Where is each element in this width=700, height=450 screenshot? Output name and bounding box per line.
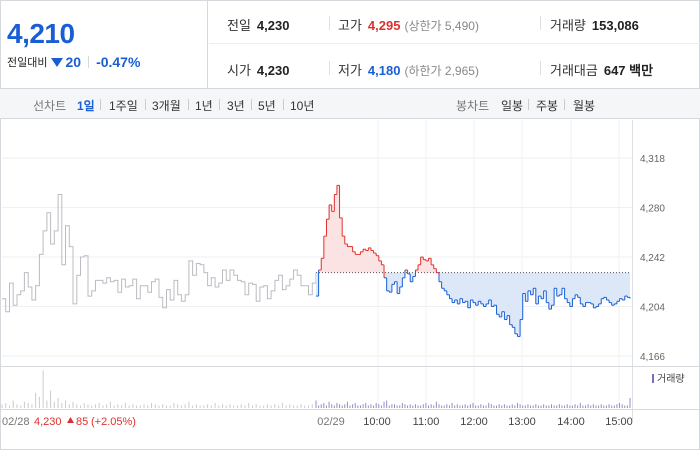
x-tick-label: 13:00 <box>508 416 536 428</box>
divider <box>188 99 189 110</box>
volume-bars: 거래량 <box>1 370 685 408</box>
divider <box>329 16 330 30</box>
divider <box>540 16 541 30</box>
volume-legend-swatch <box>652 374 654 383</box>
stat-label: 거래대금 <box>550 63 598 78</box>
period-tab-3y[interactable]: 3년 <box>227 99 245 113</box>
divider <box>540 61 541 75</box>
stat-value: 647 백만 <box>603 63 654 78</box>
today-fill <box>316 185 630 337</box>
up-arrow-icon <box>67 417 74 423</box>
y-tick-label: 4,166 <box>640 352 665 363</box>
divider <box>283 99 284 110</box>
divider <box>564 99 565 110</box>
stat-value: 4,230 <box>256 63 290 78</box>
stat-label: 저가 <box>338 63 362 78</box>
divider <box>329 61 330 75</box>
y-axis-ticks: 4,318 4,280 4,242 4,204 4,166 <box>640 154 665 363</box>
change-percent: -0.47% <box>96 54 141 70</box>
previous-day-line <box>2 194 317 313</box>
volume-legend-label: 거래량 <box>657 373 685 385</box>
today-series <box>316 184 631 337</box>
divider <box>528 99 529 110</box>
period-tab-3m[interactable]: 3개월 <box>152 99 181 113</box>
stat-amount: 거래대금 647 백만 <box>550 60 653 79</box>
stat-prev-close: 전일 4,230 <box>227 15 289 34</box>
change-line: 전일대비 20 -0.47% <box>7 54 140 70</box>
period-tab-10y[interactable]: 10년 <box>290 99 315 113</box>
stat-value: 4,180 <box>367 63 401 78</box>
divider <box>100 99 101 110</box>
period-tab-5y[interactable]: 5년 <box>258 99 276 113</box>
period-tab-1w[interactable]: 1주일 <box>109 99 138 113</box>
prev-day-change-pct: (+2.05%) <box>91 416 136 428</box>
divider <box>88 56 90 68</box>
grid-lines <box>0 120 700 420</box>
x-tick-label: 12:00 <box>460 416 488 428</box>
divider <box>251 99 252 110</box>
stat-volume: 거래량 153,086 <box>550 15 639 34</box>
change-value: 20 <box>65 54 82 70</box>
candle-tab-monthly[interactable]: 월봉 <box>573 99 596 113</box>
stat-low: 저가 4,180 (하한가 2,965) <box>338 60 479 79</box>
y-tick-label: 4,242 <box>640 253 665 264</box>
stats-row-1: 전일 4,230 고가 4,295 (상한가 5,490) 거래량 153,086 <box>209 0 700 44</box>
x-tick-label: 15:00 <box>605 416 633 428</box>
y-tick-label: 4,204 <box>640 303 665 314</box>
stat-label: 시가 <box>227 63 251 78</box>
x-tick-label: 14:00 <box>557 416 585 428</box>
chart-toolbar: 선차트 1일 1주일 3개월 1년 3년 5년 10년 봉차트 일봉 주봉 월봉 <box>0 89 700 119</box>
x-tick-label: 11:00 <box>413 416 440 428</box>
price-chart-svg: 4,318 4,280 4,242 4,204 4,166 거래량 02/29 10:00… <box>0 120 700 428</box>
down-arrow-icon <box>51 57 64 67</box>
y-tick-label: 4,280 <box>640 204 665 215</box>
intraday-chart[interactable]: 4,318 4,280 4,242 4,204 4,166 거래량 02/29 10:00… <box>0 120 700 450</box>
x-tick-label: 02/29 <box>317 416 345 428</box>
candle-tab-daily[interactable]: 일봉 <box>501 99 524 113</box>
stat-label: 전일 <box>227 18 251 33</box>
prev-day-close: 4,230 <box>34 416 62 428</box>
previous-day-series <box>2 194 317 313</box>
stats-table: 전일 4,230 고가 4,295 (상한가 5,490) 거래량 153,086 시가… <box>209 0 700 89</box>
stat-value: 4,230 <box>256 18 290 33</box>
x-axis-ticks: 02/29 10:00 11:00 12:00 13:00 14:00 15:00 <box>317 416 633 428</box>
lower-limit-note: (하한가 2,965) <box>404 64 479 78</box>
down-area <box>316 272 630 337</box>
stat-label: 고가 <box>338 18 362 33</box>
candle-tab-weekly[interactable]: 주봉 <box>536 99 559 113</box>
price-summary: 4,210 전일대비 20 -0.47% 전일 4,230 고가 4,295 (상한가… <box>0 0 700 89</box>
up-area <box>318 185 439 273</box>
prev-day-change: 85 <box>76 416 88 428</box>
candle-chart-label: 봉차트 <box>456 99 490 113</box>
period-tab-1d[interactable]: 1일 <box>77 99 95 113</box>
stats-row-2: 시가 4,230 저가 4,180 (하한가 2,965) 거래대금 647 백만 <box>209 45 700 89</box>
prev-day-date: 02/28 <box>2 416 30 428</box>
chart-footer: 02/28 4,230 85 (+2.05%) <box>2 416 136 428</box>
stat-high: 고가 4,295 (상한가 5,490) <box>338 15 479 34</box>
stat-value: 4,295 <box>367 18 401 33</box>
current-price: 4,210 <box>7 18 75 49</box>
line-chart-label: 선차트 <box>33 99 67 113</box>
stat-value: 153,086 <box>591 18 639 33</box>
y-tick-label: 4,318 <box>640 154 665 165</box>
period-tab-1y[interactable]: 1년 <box>195 99 213 113</box>
divider <box>219 99 220 110</box>
price-box: 4,210 전일대비 20 -0.47% <box>0 0 208 89</box>
x-tick-label: 10:00 <box>363 416 391 428</box>
change-label: 전일대비 <box>7 57 48 69</box>
upper-limit-note: (상한가 5,490) <box>404 19 479 33</box>
stat-open: 시가 4,230 <box>227 60 289 79</box>
stat-label: 거래량 <box>550 18 586 33</box>
divider <box>145 99 146 110</box>
